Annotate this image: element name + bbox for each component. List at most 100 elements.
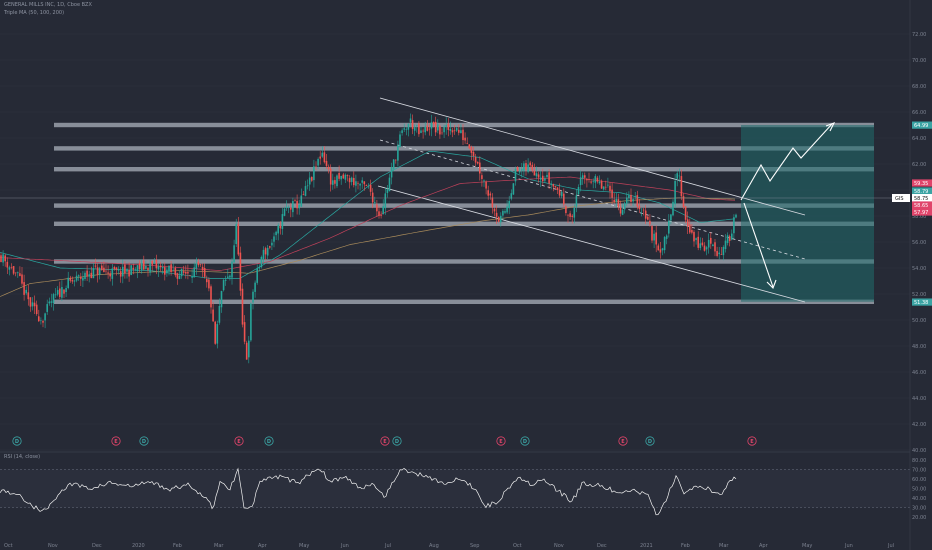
candle-body	[233, 245, 235, 263]
candle-body	[733, 217, 735, 234]
target-zone-rect	[741, 125, 874, 302]
candle-body	[455, 128, 458, 131]
candle-body	[25, 289, 27, 294]
candle-body	[294, 200, 296, 201]
event-marker-e[interactable]: E	[234, 436, 244, 446]
candle-body	[418, 123, 420, 135]
candle-body	[531, 164, 534, 171]
candle-body	[332, 180, 334, 185]
candle-body	[556, 187, 559, 190]
event-marker-e[interactable]: E	[747, 436, 757, 446]
candle-body	[500, 215, 502, 223]
candle-body	[355, 181, 357, 186]
time-tick-label: 2021	[640, 543, 653, 549]
candle-body	[292, 200, 294, 213]
event-marker-ring	[618, 436, 628, 446]
candle-body	[306, 185, 309, 187]
candle-body	[619, 207, 622, 214]
candle-body	[73, 280, 76, 282]
event-marker-e[interactable]: E	[618, 436, 628, 446]
candle-body	[651, 226, 653, 241]
candle-body	[670, 214, 672, 221]
candle-body	[405, 129, 408, 130]
candle-body	[649, 220, 651, 225]
rsi-tick-label: 20.00	[912, 515, 926, 521]
candle-body	[458, 129, 460, 133]
event-marker-letter: E	[383, 439, 387, 445]
candle-body	[632, 199, 634, 202]
candle-body	[8, 267, 11, 270]
candle-body	[172, 270, 174, 271]
time-tick-label: Apr	[258, 543, 268, 549]
candle-body	[506, 206, 508, 213]
candle-body	[4, 255, 6, 262]
candle-body	[560, 191, 563, 197]
candle-body	[443, 126, 445, 133]
candle-body	[546, 174, 548, 178]
bearish-projection	[743, 202, 774, 288]
symbol-tag-box	[892, 194, 910, 202]
candle-body	[586, 179, 588, 181]
event-marker-e[interactable]: E	[380, 436, 390, 446]
candle-body	[224, 279, 227, 281]
event-marker-d[interactable]: D	[520, 436, 530, 446]
candle-body	[119, 271, 122, 277]
candle-body	[493, 208, 496, 212]
event-marker-ring	[12, 436, 22, 446]
event-marker-d[interactable]: D	[392, 436, 402, 446]
candle-body	[164, 267, 166, 275]
candle-body	[369, 184, 372, 192]
candle-body	[136, 265, 139, 272]
candle-body	[269, 246, 271, 248]
event-marker-d[interactable]: D	[264, 436, 274, 446]
candle-body	[336, 175, 338, 187]
event-marker-d[interactable]: D	[645, 436, 655, 446]
candle-body	[237, 224, 240, 255]
level-band	[54, 259, 874, 264]
event-marker-ring	[264, 436, 274, 446]
candle-body	[128, 269, 130, 277]
candle-body	[411, 120, 414, 129]
candle-body	[159, 265, 162, 268]
candle-body	[474, 156, 477, 163]
level-band	[54, 203, 874, 208]
candle-body	[88, 274, 90, 277]
price-tick-label: 48.00	[912, 344, 926, 350]
candle-body	[14, 272, 17, 274]
candle-body	[287, 206, 290, 208]
candle-body	[388, 177, 391, 192]
candle-body	[342, 174, 345, 179]
candle-body	[250, 303, 252, 341]
event-marker-d[interactable]: D	[12, 436, 22, 446]
event-marker-d[interactable]: D	[139, 436, 149, 446]
price-tag-box	[912, 201, 932, 209]
candle-body	[145, 265, 147, 269]
price-tag-box	[912, 298, 932, 306]
event-marker-letter: D	[648, 439, 652, 445]
event-marker-e[interactable]: E	[111, 436, 121, 446]
event-marker-ring	[111, 436, 121, 446]
time-tick-label: Jun	[340, 543, 349, 549]
candle-body	[689, 224, 691, 233]
candle-body	[653, 233, 655, 241]
candle-body	[155, 259, 158, 269]
event-marker-ring	[139, 436, 149, 446]
candle-body	[682, 196, 685, 207]
candle-body	[75, 275, 78, 281]
rsi-tick-label: 50.00	[912, 486, 926, 492]
candle-body	[489, 193, 492, 196]
candle-body	[353, 177, 355, 186]
candle-body	[157, 266, 160, 270]
candle-body	[569, 213, 571, 217]
candle-body	[283, 208, 286, 216]
time-tick-label: Nov	[554, 543, 564, 549]
event-marker-e[interactable]: E	[496, 436, 506, 446]
candle-body	[544, 178, 546, 181]
candle-body	[376, 204, 378, 212]
candle-body	[348, 178, 351, 183]
price-tick-label: 50.00	[912, 318, 926, 324]
candle-body	[397, 145, 399, 161]
candle-body	[607, 184, 609, 186]
candle-body	[279, 225, 282, 229]
